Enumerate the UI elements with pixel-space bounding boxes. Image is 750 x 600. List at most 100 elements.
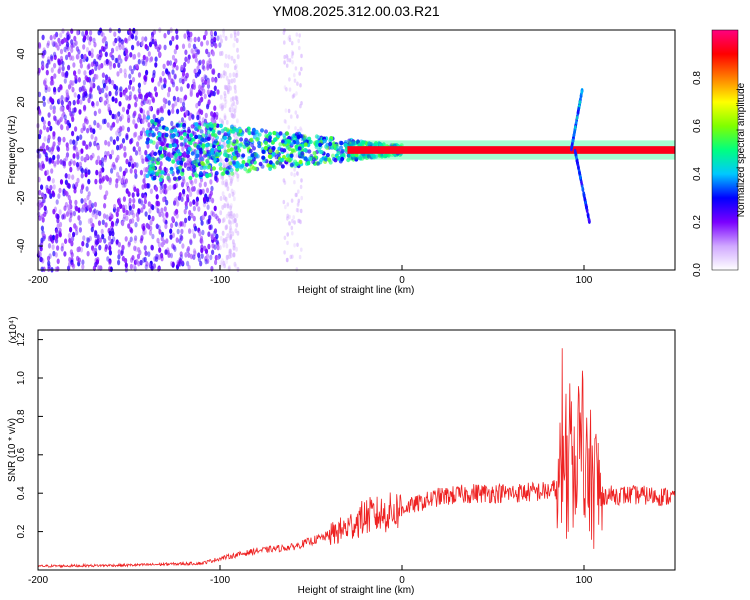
heatmap-cell xyxy=(235,96,239,102)
heatmap-cell xyxy=(223,203,227,209)
heatmap-cell xyxy=(203,74,207,80)
heatmap-cell xyxy=(206,79,210,86)
heatmap-cell xyxy=(127,117,131,124)
heatmap-cell xyxy=(144,76,148,82)
heatmap-cell xyxy=(283,119,287,124)
heatmap-cell xyxy=(98,244,102,251)
heatmap-cell xyxy=(147,183,151,189)
heatmap-cell xyxy=(236,47,239,53)
heatmap-cell xyxy=(585,208,589,214)
heatmap-cell xyxy=(573,128,577,133)
heatmap-cell xyxy=(219,123,223,128)
heatmap-cell xyxy=(175,28,179,35)
heatmap-cell xyxy=(99,167,103,174)
heatmap-cell xyxy=(245,169,250,174)
heatmap-cell xyxy=(68,217,72,223)
heatmap-cell xyxy=(155,194,159,200)
heatmap-cell xyxy=(233,36,237,42)
heatmap-cell xyxy=(221,104,225,110)
heatmap-cell xyxy=(90,48,94,54)
heatmap-cell xyxy=(148,41,153,48)
heatmap-cell xyxy=(155,141,160,147)
heatmap-cell xyxy=(80,198,84,204)
heatmap-cell xyxy=(587,214,590,219)
heatmap-cell xyxy=(101,37,105,44)
heatmap-cell xyxy=(127,191,131,197)
heatmap-cell xyxy=(190,124,195,129)
heatmap-cell xyxy=(121,106,126,113)
heatmap-cell xyxy=(346,157,351,163)
heatmap-cell xyxy=(233,32,237,38)
heatmap-cell xyxy=(158,51,162,57)
heatmap-cell xyxy=(132,119,136,125)
heatmap-cell xyxy=(234,88,237,94)
heatmap-cell xyxy=(295,153,299,158)
heatmap-cell xyxy=(176,96,180,103)
heatmap-cell xyxy=(294,144,299,149)
heatmap-cell xyxy=(166,175,171,181)
snr-x-tick-label: 100 xyxy=(576,575,593,586)
heatmap-cell xyxy=(300,154,305,159)
heatmap-cell xyxy=(110,238,114,245)
heatmap-cell xyxy=(234,32,237,38)
heatmap-cell xyxy=(159,184,163,190)
snr-y-tick-label: 1.0 xyxy=(16,371,27,385)
heatmap-cell xyxy=(98,63,102,70)
heatmap-cell xyxy=(67,232,71,239)
heatmap-cell xyxy=(52,41,56,48)
heatmap-cell xyxy=(210,116,214,123)
heatmap-cell xyxy=(575,120,578,125)
heatmap-cell xyxy=(286,202,290,207)
heatmap-cell xyxy=(94,178,98,185)
heatmap-cell xyxy=(142,114,146,120)
heatmap-cell xyxy=(87,97,91,104)
heatmap-cell xyxy=(189,31,193,38)
heatmap-cell xyxy=(133,168,138,175)
heatmap-cell xyxy=(98,210,102,217)
heatmap-cell xyxy=(198,59,202,66)
heatmap-cell xyxy=(103,203,107,209)
heatmap-cell xyxy=(292,93,296,98)
heatmap-cell xyxy=(295,267,299,272)
heatmap-cell xyxy=(79,188,84,194)
heatmap-cell xyxy=(42,95,46,102)
heatmap-cell xyxy=(182,221,187,228)
heatmap-cell xyxy=(115,112,119,119)
heatmap-cell xyxy=(228,254,232,259)
heatmap-cell xyxy=(171,159,176,164)
heatmap-cell xyxy=(179,234,183,240)
heatmap-cell xyxy=(124,178,128,184)
heatmap-cell xyxy=(371,155,376,160)
heatmap-cell xyxy=(128,94,132,101)
heatmap-cell xyxy=(93,110,97,117)
heatmap-cell xyxy=(293,73,296,78)
heatmap-cell xyxy=(58,209,62,215)
heatmap-cell xyxy=(267,138,272,143)
heatmap-cell xyxy=(192,43,196,50)
heatmap-cell xyxy=(160,141,165,147)
heatmap-cell xyxy=(83,106,87,112)
heatmap-cell xyxy=(165,126,169,132)
heatmap-cell xyxy=(190,180,194,186)
heatmap-cell xyxy=(195,196,199,203)
heatmap-cell xyxy=(235,95,238,101)
heatmap-cell xyxy=(56,45,60,51)
heatmap-cell xyxy=(295,207,299,213)
snr-scale-label: (x10⁴) xyxy=(8,316,19,343)
heatmap-cell xyxy=(157,224,161,231)
heatmap-cell xyxy=(129,168,133,174)
heatmap-cell xyxy=(56,146,61,152)
heatmap-cell xyxy=(241,160,246,165)
heatmap-cell xyxy=(244,162,249,167)
heatmap-cell xyxy=(143,256,147,263)
heatmap-cell xyxy=(150,119,155,124)
heatmap-cell xyxy=(131,254,135,261)
heatmap-cell xyxy=(135,63,139,70)
heatmap-cell xyxy=(67,204,71,210)
heatmap-cell xyxy=(255,132,260,137)
heatmap-cell xyxy=(123,68,127,74)
heatmap-cell xyxy=(338,140,343,145)
heatmap-cell xyxy=(173,137,177,144)
heatmap-cell xyxy=(221,191,225,197)
heatmap-cell xyxy=(53,115,57,121)
